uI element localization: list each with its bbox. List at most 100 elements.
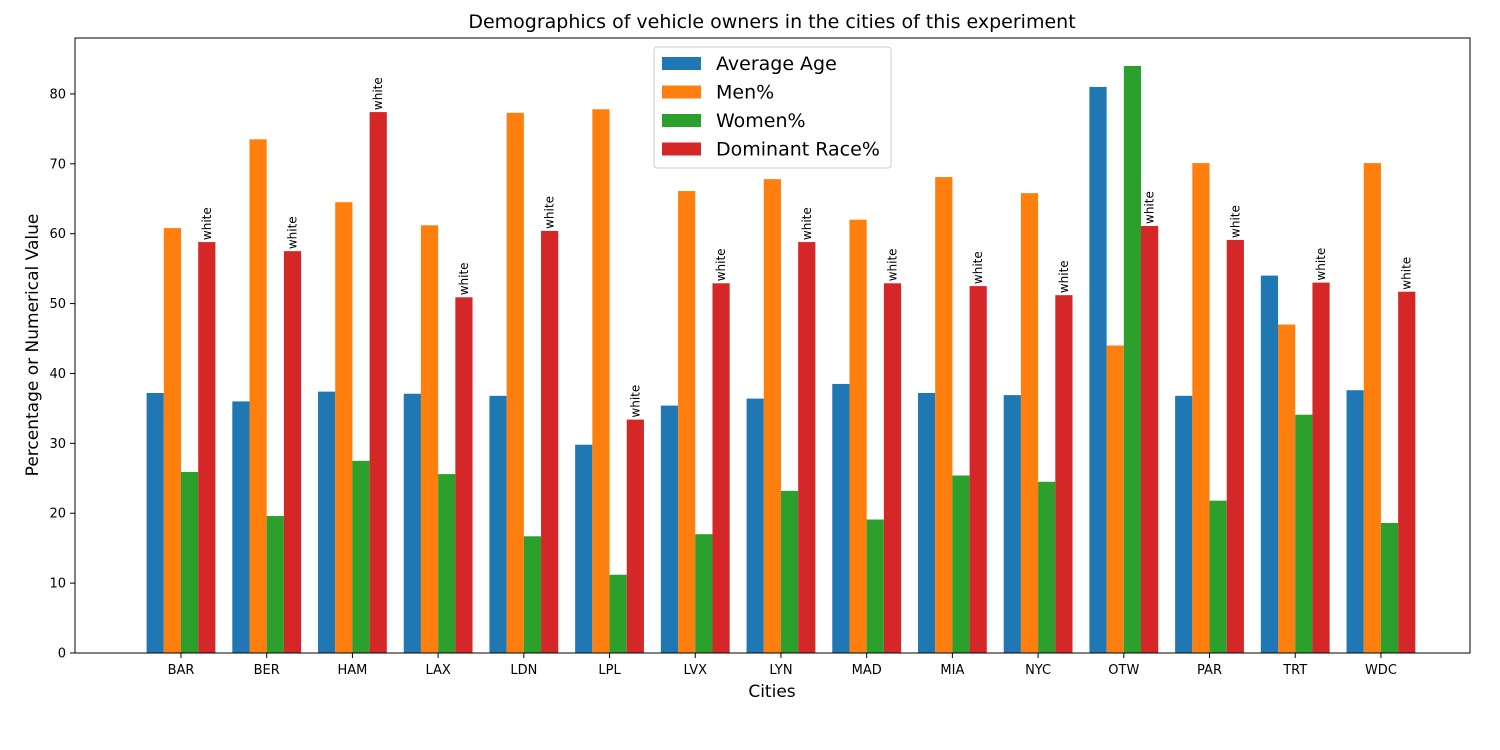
- bar-label-mad: white: [885, 248, 899, 281]
- bar-average-age-ber: [232, 401, 250, 653]
- bar-men-lax: [420, 225, 439, 654]
- y-tick-label-20: 20: [49, 507, 66, 522]
- bar-men-ldn: [506, 112, 524, 653]
- bar-women-ber: [266, 516, 284, 653]
- bar-average-age-lax: [403, 393, 421, 653]
- y-axis-title: Percentage or Numerical Value: [23, 214, 43, 477]
- bar-women-lpl: [609, 574, 627, 653]
- chart-title: Demographics of vehicle owners in the ci…: [468, 11, 1075, 33]
- x-tick-label-otw: OTW: [1108, 663, 1139, 678]
- x-tick-label-mad: MAD: [852, 663, 882, 678]
- bar-dominant-race-mia: [969, 286, 987, 653]
- bar-label-wdc: white: [1400, 257, 1414, 290]
- bar-women-mia: [952, 475, 970, 653]
- x-tick-label-lyn: LYN: [769, 663, 792, 678]
- legend-label-women: Women%: [716, 110, 806, 132]
- y-tick-label-70: 70: [49, 157, 66, 172]
- y-axis: 0 10 20 30 40 50 60 70 80: [49, 87, 75, 662]
- bar-dominant-race-mad: [883, 283, 902, 653]
- legend-swatch-men: [662, 85, 701, 99]
- x-axis: BAR BER HAM LAX LDN LPL LVX LYN MAD MIA NYC OTW PAR T…: [168, 653, 1397, 678]
- bar-label-lvx: white: [714, 248, 728, 281]
- bar-dominant-race-lax: [455, 297, 473, 653]
- bar-men-lpl: [592, 109, 610, 653]
- bar-average-age-ldn: [489, 395, 507, 653]
- bar-men-ham: [335, 202, 353, 654]
- legend-label-average-age: Average Age: [716, 53, 837, 75]
- bar-women-mad: [866, 519, 884, 653]
- x-tick-label-lpl: LPL: [598, 663, 621, 678]
- bar-dominant-race-trt: [1312, 282, 1330, 653]
- legend-label-men: Men%: [716, 82, 774, 104]
- legend-label-dominant-race: Dominant Race%: [716, 139, 880, 161]
- y-tick-label-40: 40: [49, 367, 66, 382]
- bar-label-mia: white: [971, 251, 985, 284]
- legend-swatch-average-age: [662, 57, 701, 70]
- bar-annotations-group: white white white white white white white white…: [200, 77, 1414, 417]
- bar-men-mia: [935, 177, 953, 653]
- bar-average-age-lvx: [660, 405, 679, 653]
- legend-swatch-dominant-race: [662, 142, 701, 156]
- bar-men-mad: [849, 219, 867, 653]
- bar-dominant-race-lpl: [626, 419, 644, 653]
- x-tick-label-ber: BER: [254, 663, 280, 678]
- bar-average-age-mad: [832, 383, 850, 653]
- y-tick-label-80: 80: [49, 87, 66, 102]
- bar-dominant-race-nyc: [1055, 295, 1073, 653]
- bar-men-otw: [1106, 345, 1124, 653]
- bar-label-ber: white: [286, 216, 300, 249]
- x-tick-label-ldn: LDN: [510, 663, 537, 678]
- bar-dominant-race-par: [1226, 239, 1244, 653]
- bars-group: [146, 65, 1416, 654]
- bar-men-wdc: [1363, 163, 1381, 653]
- bar-average-age-mia: [917, 393, 936, 653]
- bar-dominant-race-wdc: [1398, 291, 1416, 653]
- bar-label-nyc: white: [1057, 260, 1071, 293]
- x-tick-label-trt: TRT: [1282, 663, 1307, 678]
- bar-women-lvx: [695, 534, 713, 653]
- x-tick-label-mia: MIA: [940, 663, 964, 678]
- x-tick-label-par: PAR: [1197, 663, 1222, 678]
- bar-women-wdc: [1380, 523, 1399, 653]
- legend-box: [653, 46, 892, 169]
- bar-dominant-race-ham: [369, 112, 387, 653]
- bar-dominant-race-lyn: [798, 242, 816, 653]
- bar-average-age-nyc: [1003, 395, 1021, 653]
- bar-average-age-ham: [318, 391, 336, 654]
- plot-frame: [74, 37, 1471, 654]
- legend-swatch-women: [662, 114, 701, 127]
- y-tick-label-50: 50: [49, 297, 66, 312]
- y-tick-label-0: 0: [58, 647, 66, 662]
- bar-average-age-par: [1175, 395, 1193, 653]
- bar-women-otw: [1123, 65, 1142, 653]
- x-axis-title: Cities: [748, 682, 795, 702]
- bar-dominant-race-ldn: [541, 230, 559, 653]
- bar-label-trt: white: [1314, 248, 1328, 281]
- bar-average-age-trt: [1260, 275, 1279, 653]
- bar-women-bar: [181, 471, 199, 653]
- x-tick-label-wdc: WDC: [1365, 663, 1397, 678]
- bar-label-lax: white: [457, 262, 471, 295]
- bar-label-ldn: white: [543, 196, 557, 229]
- bar-women-lyn: [780, 490, 799, 653]
- bar-label-bar: white: [200, 207, 214, 240]
- bar-women-ldn: [523, 536, 542, 653]
- bar-men-bar: [163, 228, 181, 653]
- bar-women-par: [1209, 500, 1227, 653]
- x-tick-label-lvx: LVX: [683, 663, 707, 678]
- bar-men-par: [1192, 163, 1210, 653]
- bar-men-nyc: [1020, 193, 1039, 653]
- bar-label-lyn: white: [800, 207, 814, 240]
- y-tick-label-10: 10: [49, 577, 66, 592]
- bar-label-par: white: [1228, 205, 1242, 238]
- bar-men-lvx: [678, 191, 696, 654]
- bar-women-trt: [1295, 414, 1313, 653]
- bar-label-otw: white: [1143, 191, 1157, 224]
- bar-dominant-race-lvx: [712, 283, 730, 653]
- y-tick-label-60: 60: [49, 227, 66, 242]
- x-tick-label-ham: HAM: [337, 663, 367, 678]
- bar-average-age-bar: [146, 393, 164, 653]
- bar-dominant-race-ber: [283, 251, 302, 653]
- bar-women-ham: [352, 460, 370, 653]
